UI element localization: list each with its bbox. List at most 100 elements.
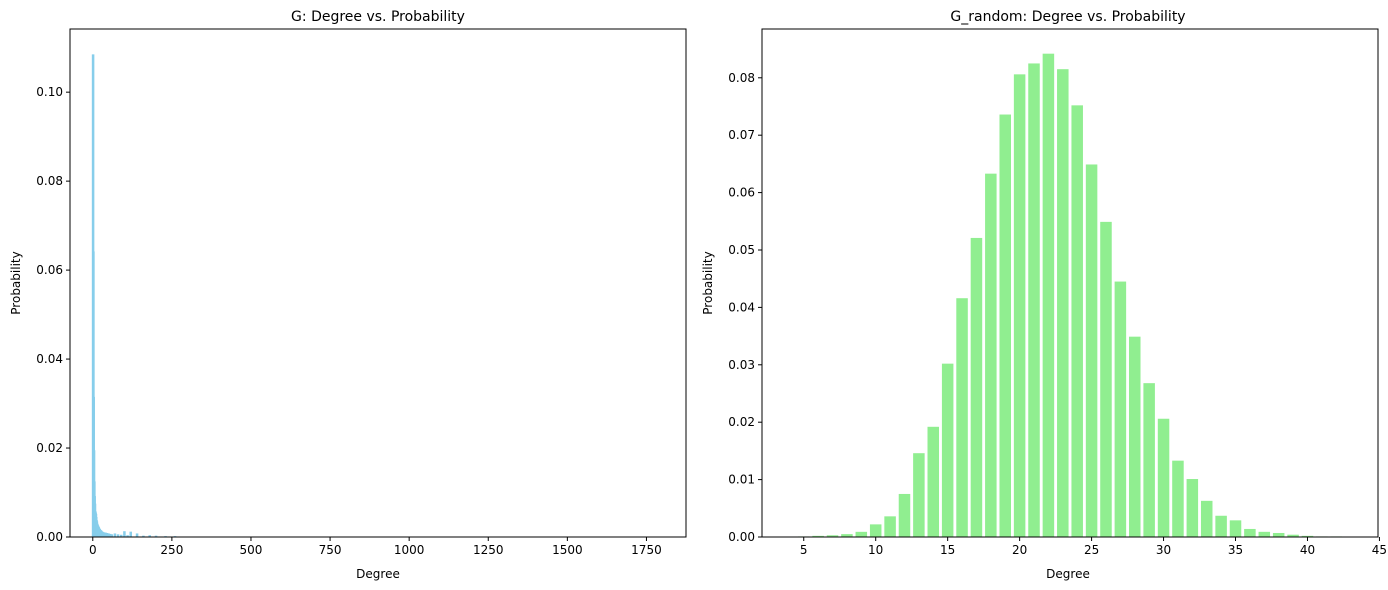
bar <box>1028 63 1040 537</box>
bar <box>110 534 114 537</box>
bar <box>1143 383 1155 537</box>
bar <box>154 535 158 537</box>
plot-frame <box>69 28 687 538</box>
chart-g-random-degree-probability: G_random: Degree vs. Probability 5 10 15 20… <box>701 9 1387 581</box>
bar <box>142 535 145 537</box>
x-tick-label: 45 <box>1372 543 1387 557</box>
chart-g-degree-probability: G: Degree vs. Probability 0 250 500 750 1000… <box>9 9 687 581</box>
bar <box>841 534 853 537</box>
y-tick-label: 0.04 <box>36 352 63 366</box>
bar-series <box>783 53 1357 538</box>
bar <box>107 533 110 537</box>
bar <box>1215 515 1227 537</box>
bar <box>123 531 126 537</box>
y-tick-label: 0.08 <box>36 174 63 188</box>
bar <box>1229 520 1242 537</box>
x-tick-label: 0 <box>89 543 97 557</box>
bar <box>1172 460 1184 537</box>
bar-series <box>91 54 189 538</box>
y-tick-label: 0.03 <box>728 358 755 372</box>
bar <box>1013 74 1026 537</box>
x-tick-label: 25 <box>1084 543 1099 557</box>
x-axis-label: Degree <box>356 567 400 581</box>
y-tick-label: 0.04 <box>728 300 755 314</box>
bar <box>1042 53 1055 538</box>
bar <box>1186 479 1199 537</box>
y-tick-label: 0.00 <box>728 530 755 544</box>
bar <box>113 533 117 537</box>
bar <box>970 237 983 537</box>
x-tick-label: 250 <box>160 543 183 557</box>
bar <box>105 533 109 537</box>
bar <box>92 251 95 538</box>
bar <box>1200 500 1213 537</box>
bar <box>102 532 106 537</box>
y-tick-label: 0.07 <box>728 128 755 142</box>
bar <box>1085 164 1098 537</box>
bar <box>1071 105 1083 537</box>
bar <box>1272 532 1285 537</box>
bar <box>941 363 954 537</box>
bar <box>1129 336 1141 537</box>
y-axis-label: Probability <box>9 251 23 314</box>
x-tick-label: 15 <box>940 543 955 557</box>
x-tick-label: 30 <box>1156 543 1171 557</box>
bar <box>869 524 882 537</box>
bar <box>826 535 839 537</box>
bar <box>1301 535 1314 537</box>
y-tick-label: 0.06 <box>36 263 63 277</box>
x-tick-label: 1500 <box>552 543 583 557</box>
chart-title: G: Degree vs. Probability <box>291 9 465 25</box>
chart-title: G_random: Degree vs. Probability <box>950 9 1185 25</box>
x-tick-label: 750 <box>319 543 342 557</box>
x-tick-label: 500 <box>240 543 263 557</box>
bar <box>1057 69 1069 538</box>
bar <box>1258 531 1271 537</box>
plot-frame <box>761 28 1379 538</box>
y-tick-label: 0.02 <box>36 441 63 455</box>
bar <box>927 426 940 537</box>
bar <box>126 535 129 537</box>
bar <box>116 534 120 537</box>
y-tick-label: 0.06 <box>728 186 755 200</box>
y-tick-label: 0.05 <box>728 243 755 257</box>
bar <box>1114 281 1127 537</box>
bar <box>1100 221 1112 537</box>
bar <box>119 534 123 537</box>
y-tick-label: 0.01 <box>728 473 755 487</box>
bar <box>104 532 107 537</box>
bar <box>898 493 911 537</box>
x-tick-label: 5 <box>800 543 808 557</box>
x-tick-label: 40 <box>1300 543 1315 557</box>
bar <box>913 453 925 537</box>
x-tick-label: 1250 <box>473 543 504 557</box>
y-tick-label: 0.08 <box>728 71 755 85</box>
x-axis-label: Degree <box>1046 567 1090 581</box>
bar <box>1287 534 1299 537</box>
y-tick-label: 0.00 <box>36 530 63 544</box>
bar <box>956 298 968 537</box>
bar <box>135 533 139 537</box>
y-axis-ticks: 0.00 0.01 0.02 0.03 0.04 0.05 0.06 0.07 0.08 <box>728 71 762 544</box>
x-tick-label: 10 <box>868 543 883 557</box>
y-axis-ticks: 0.00 0.02 0.04 0.06 0.08 0.10 <box>36 85 70 544</box>
bar <box>108 533 112 537</box>
bar <box>148 535 151 537</box>
bar <box>985 173 997 537</box>
bar <box>884 516 896 537</box>
y-tick-label: 0.10 <box>36 85 63 99</box>
bar <box>855 531 868 537</box>
y-tick-label: 0.02 <box>728 415 755 429</box>
x-tick-label: 1000 <box>394 543 425 557</box>
bar <box>1157 418 1170 537</box>
x-tick-label: 35 <box>1228 543 1243 557</box>
bar <box>999 114 1011 537</box>
bar <box>812 535 824 537</box>
x-tick-label: 20 <box>1012 543 1027 557</box>
x-axis-ticks: 0 250 500 750 1000 1250 1500 1750 <box>89 537 662 557</box>
bar <box>129 531 133 537</box>
x-axis-ticks: 5 10 15 20 25 30 35 40 45 <box>800 537 1387 557</box>
bar <box>1244 528 1256 537</box>
x-tick-label: 1750 <box>631 543 662 557</box>
